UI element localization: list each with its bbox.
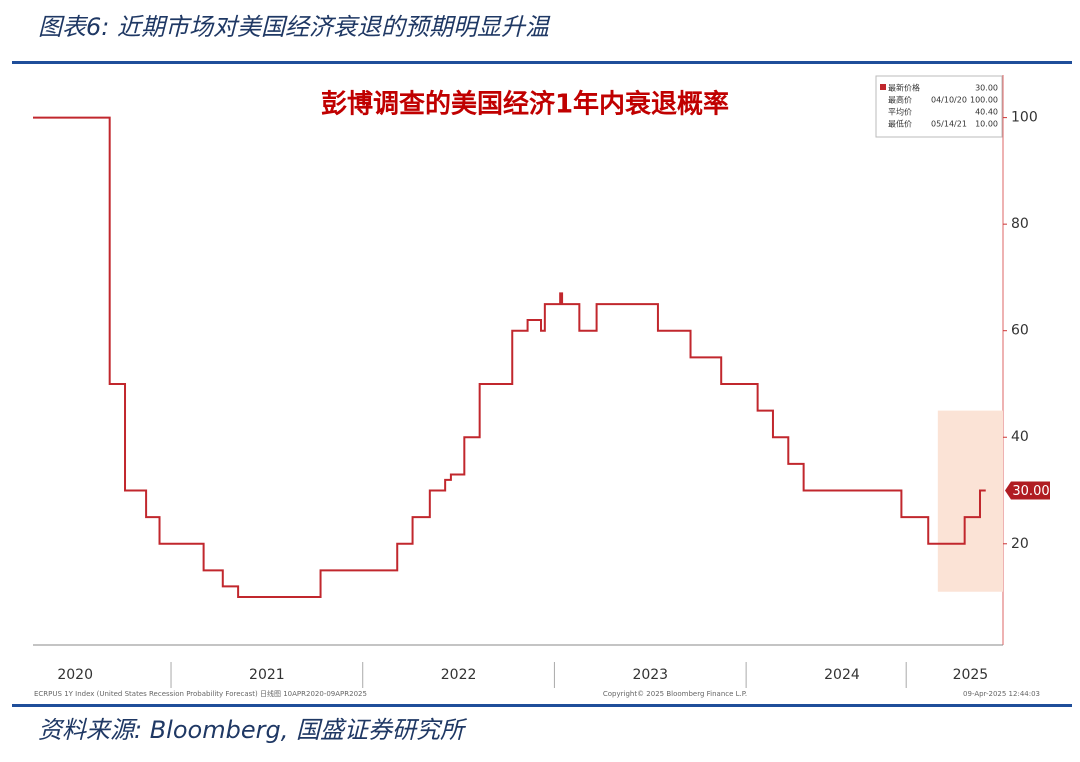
y-tick-label: 100: [1011, 110, 1038, 126]
bottom-rule: [12, 704, 1072, 707]
legend-value: 10.00: [975, 120, 998, 129]
last-value-label: 30.00: [1012, 484, 1049, 499]
highlight-region: [937, 410, 1003, 592]
y-tick-label: 60: [1011, 323, 1029, 339]
legend-date: 04/10/20: [931, 96, 967, 105]
x-tick-label: 2023: [632, 667, 668, 683]
legend-box: [875, 75, 1003, 138]
y-tick-label: 40: [1011, 429, 1029, 445]
top-rule: [12, 61, 1072, 64]
legend-date: 05/14/21: [931, 120, 967, 129]
source: 资料来源: Bloomberg, 国盛证券研究所: [38, 716, 468, 744]
y-tick-label: 20: [1011, 536, 1029, 552]
last-value-tag: [1005, 481, 1050, 500]
legend-label: 最新价格: [888, 83, 920, 93]
legend-swatch: [880, 84, 886, 90]
header-title: 图表6: 近期市场对美国经济衰退的预期明显升温: [38, 13, 551, 41]
footnote: ECRPUS 1Y Index (United States Recession…: [34, 689, 367, 698]
x-tick-label: 2025: [953, 667, 989, 683]
x-tick-label: 2021: [249, 667, 285, 683]
legend-label: 平均价: [888, 107, 912, 117]
x-tick-label: 2020: [57, 667, 93, 683]
legend-label: 最高价: [888, 95, 912, 105]
legend-value: 30.00: [975, 84, 998, 93]
series-line: [33, 116, 986, 599]
legend-value: 40.40: [975, 108, 998, 117]
footnote: 09-Apr-2025 12:44:03: [963, 690, 1040, 698]
legend-label: 最低价: [888, 119, 912, 129]
chart-title: 彭博调查的美国经济1年内衰退概率: [321, 89, 729, 120]
x-tick-label: 2024: [824, 667, 860, 683]
footnote: Copyright© 2025 Bloomberg Finance L.P.: [603, 690, 747, 698]
x-tick-label: 2022: [441, 667, 477, 683]
legend-value: 100.00: [970, 96, 998, 105]
y-tick-label: 80: [1011, 216, 1029, 232]
